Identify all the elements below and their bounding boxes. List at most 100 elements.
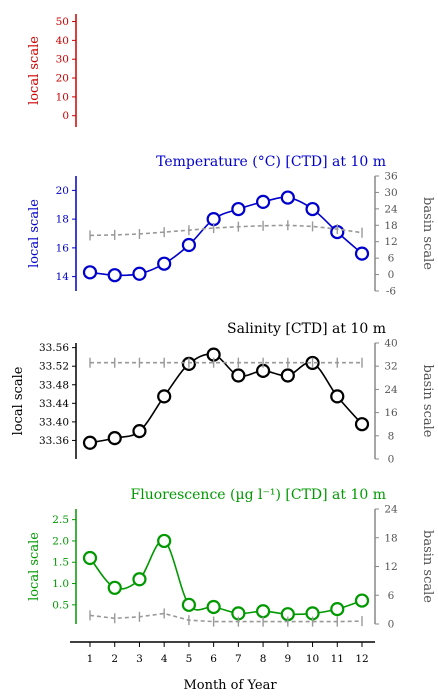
data-point bbox=[132, 424, 147, 439]
data-point bbox=[157, 256, 172, 271]
series-line bbox=[89, 196, 363, 277]
right-tick-label: 0 bbox=[388, 454, 395, 466]
basin-dashed-line bbox=[89, 224, 363, 237]
x-tick-label: 4 bbox=[161, 653, 168, 665]
panel-2: 14 16 18 20 local scale Temperature (°C) [CTD… bbox=[27, 154, 435, 298]
right-axis-label: basin scale bbox=[420, 530, 435, 603]
left-axis-label: local scale bbox=[27, 199, 42, 268]
right-tick-label: 12 bbox=[384, 236, 397, 248]
panel-title: Salinity [CTD] at 10 m bbox=[227, 321, 386, 337]
right-tick-label: 6 bbox=[388, 590, 395, 602]
right-tick-label: 12 bbox=[384, 561, 397, 573]
right-axis-label: basin scale bbox=[420, 365, 435, 438]
x-tick-label: 12 bbox=[355, 653, 368, 665]
left-tick-label: 20 bbox=[56, 73, 69, 85]
data-point bbox=[181, 597, 197, 612]
left-axis-label: local scale bbox=[27, 532, 42, 601]
left-tick-label: 20 bbox=[56, 185, 69, 197]
data-point bbox=[157, 533, 172, 549]
right-tick-label: 30 bbox=[384, 187, 397, 199]
right-tick-label: 24 bbox=[384, 504, 398, 516]
data-point bbox=[231, 201, 246, 217]
data-point bbox=[305, 201, 320, 217]
right-tick-label: 40 bbox=[384, 338, 397, 350]
data-point bbox=[255, 604, 271, 619]
left-axis-label: local scale bbox=[11, 366, 26, 435]
x-tick-label: 10 bbox=[306, 653, 319, 665]
data-point bbox=[107, 580, 122, 595]
data-point bbox=[181, 237, 197, 253]
x-tick-label: 8 bbox=[260, 653, 267, 665]
left-tick-label: 33.56 bbox=[39, 342, 69, 354]
data-point bbox=[206, 599, 221, 615]
data-point bbox=[354, 417, 370, 432]
left-tick-label: 33.40 bbox=[39, 416, 69, 428]
x-tick-label: 7 bbox=[235, 653, 242, 665]
right-tick-label: 24 bbox=[384, 203, 398, 215]
data-point bbox=[82, 265, 98, 280]
panel-4: 0.5 1.0 1.5 2.0 2.5 local scale Fluorescence (… bbox=[27, 487, 435, 631]
right-tick-label: 18 bbox=[384, 532, 397, 544]
data-point bbox=[132, 572, 147, 587]
data-point bbox=[107, 431, 122, 446]
panel-title: Temperature (°C) [CTD] at 10 m bbox=[156, 154, 386, 170]
x-tick-label: 6 bbox=[210, 653, 217, 665]
left-tick-label: 33.44 bbox=[39, 398, 69, 410]
x-tick-label: 3 bbox=[136, 653, 143, 665]
left-tick-label: 2.0 bbox=[52, 535, 69, 547]
left-tick-label: 33.52 bbox=[39, 361, 69, 373]
left-tick-label: 14 bbox=[56, 271, 70, 283]
panel-3: 33.36 33.40 33.44 33.48 33.52 33.56 local scal… bbox=[11, 321, 435, 466]
left-tick-label: 16 bbox=[56, 242, 70, 254]
left-tick-label: 33.36 bbox=[39, 435, 69, 447]
data-point bbox=[354, 246, 370, 261]
right-axis-label: basin scale bbox=[420, 197, 435, 270]
left-tick-label: 33.48 bbox=[39, 379, 69, 391]
right-tick-label: 36 bbox=[384, 171, 398, 183]
panel-1: 0 10 20 30 40 50 local scale bbox=[27, 14, 77, 127]
data-point bbox=[107, 268, 122, 283]
x-axis-label: Month of Year bbox=[183, 678, 277, 693]
data-point bbox=[231, 368, 246, 383]
data-point bbox=[82, 435, 98, 450]
series-line bbox=[89, 540, 363, 616]
right-tick-label: 24 bbox=[384, 384, 398, 396]
x-tick-label: 5 bbox=[186, 653, 193, 665]
right-tick-label: 0 bbox=[388, 269, 395, 281]
data-point bbox=[255, 194, 271, 209]
data-point bbox=[132, 266, 147, 281]
data-point bbox=[354, 593, 370, 608]
left-tick-label: 50 bbox=[56, 16, 69, 28]
left-tick-label: 0 bbox=[62, 110, 69, 122]
left-tick-label: 1.5 bbox=[52, 557, 69, 569]
panel-title: Fluorescence (µg l⁻¹) [CTD] at 10 m bbox=[131, 487, 387, 503]
data-point bbox=[280, 190, 295, 205]
left-tick-label: 18 bbox=[56, 214, 69, 226]
x-tick-label: 11 bbox=[331, 653, 344, 665]
right-tick-label: 6 bbox=[388, 253, 395, 265]
data-point bbox=[330, 389, 345, 404]
left-tick-label: 40 bbox=[56, 35, 69, 47]
data-point bbox=[330, 601, 345, 617]
x-tick-label: 9 bbox=[284, 653, 291, 665]
right-tick-label: 8 bbox=[388, 430, 395, 442]
data-point bbox=[82, 550, 98, 566]
data-point bbox=[280, 368, 295, 383]
left-tick-label: 0.5 bbox=[52, 599, 69, 611]
series-line bbox=[89, 353, 363, 444]
x-tick-label: 2 bbox=[111, 653, 118, 665]
right-tick-label: 32 bbox=[384, 361, 397, 373]
x-tick-label: 1 bbox=[87, 653, 94, 665]
basin-dashed-line bbox=[89, 612, 363, 623]
left-axis-label: local scale bbox=[27, 36, 42, 105]
data-point bbox=[157, 389, 172, 404]
right-tick-label: -6 bbox=[386, 286, 397, 298]
left-tick-label: 10 bbox=[56, 91, 69, 103]
right-tick-label: 0 bbox=[388, 619, 395, 631]
right-tick-label: 18 bbox=[384, 220, 397, 232]
left-tick-label: 2.5 bbox=[52, 514, 69, 526]
left-tick-label: 1.0 bbox=[52, 578, 69, 590]
left-tick-label: 30 bbox=[56, 54, 69, 66]
right-tick-label: 16 bbox=[384, 407, 398, 419]
